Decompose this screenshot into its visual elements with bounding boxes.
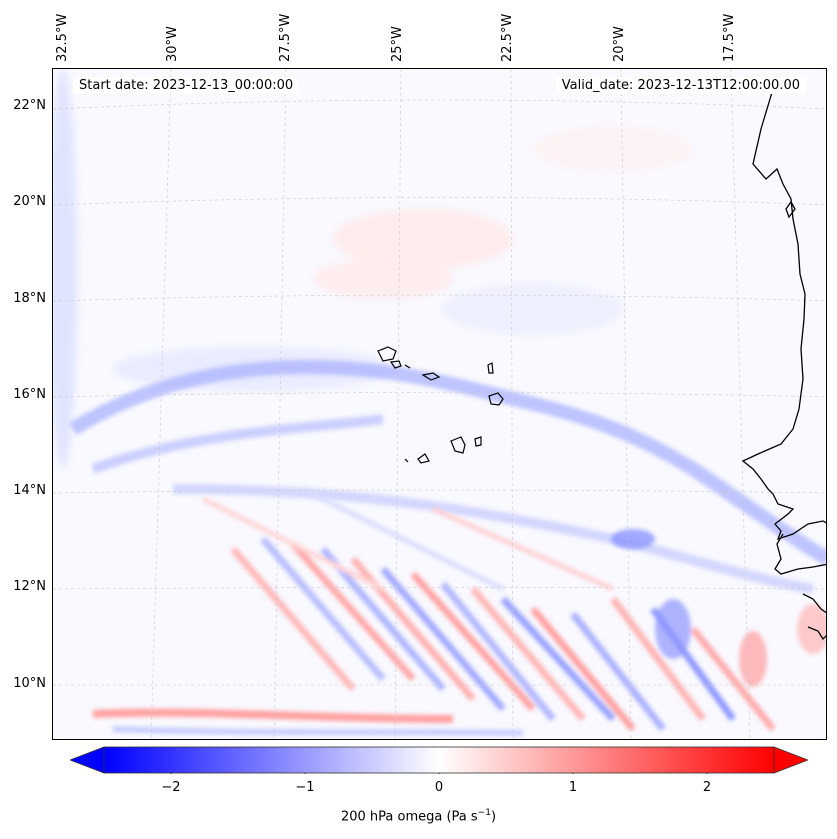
colorbar-extend-min	[70, 746, 105, 774]
colorbar-tick-label: −1	[295, 780, 315, 795]
lon-label: 20°W	[612, 26, 627, 62]
coastline	[741, 88, 826, 641]
graticule	[53, 69, 826, 739]
lon-label: 25°W	[390, 26, 405, 62]
lat-label: 12°N	[13, 579, 46, 594]
valid-date-label: Valid_date: 2023-12-13T12:00:00.00	[555, 77, 806, 94]
colorbar-label-exponent: −1	[477, 808, 491, 818]
colorbar-tick-label: −2	[161, 780, 181, 795]
colorbar-label-text: 200 hPa omega (Pa s	[340, 809, 478, 825]
lon-label: 17.5°W	[722, 13, 737, 62]
colorbar	[70, 746, 808, 774]
streak-field	[92, 486, 826, 736]
lat-label: 16°N	[13, 387, 46, 402]
omega-field-map	[53, 69, 826, 739]
colorbar-gradient	[103, 746, 775, 774]
colorbar-label-close: )	[490, 809, 497, 825]
colorbar-tick-label: 1	[568, 780, 578, 795]
lat-label: 10°N	[13, 676, 46, 691]
cape-verde-islands	[377, 346, 504, 464]
colorbar-extend-max	[773, 746, 808, 774]
colorbar-label: 200 hPa omega (Pa s−1)	[0, 808, 837, 824]
lat-label: 20°N	[13, 194, 46, 209]
colorbar-tick-label: 0	[434, 780, 444, 795]
map-panel: Start date: 2023-12-13_00:00:00 Valid_da…	[52, 68, 827, 740]
lon-label: 22.5°W	[500, 13, 515, 62]
lat-label: 14°N	[13, 483, 46, 498]
blue-wave-band	[69, 359, 826, 594]
lat-label: 22°N	[13, 98, 46, 113]
lat-label: 18°N	[13, 291, 46, 306]
start-date-label: Start date: 2023-12-13_00:00:00	[73, 77, 300, 94]
date-header: Start date: 2023-12-13_00:00:00 Valid_da…	[53, 77, 826, 97]
lon-label: 30°W	[165, 26, 180, 62]
lon-label: 27.5°W	[278, 13, 293, 62]
lon-label: 32.5°W	[55, 13, 70, 62]
colorbar-tick-label: 2	[702, 780, 712, 795]
